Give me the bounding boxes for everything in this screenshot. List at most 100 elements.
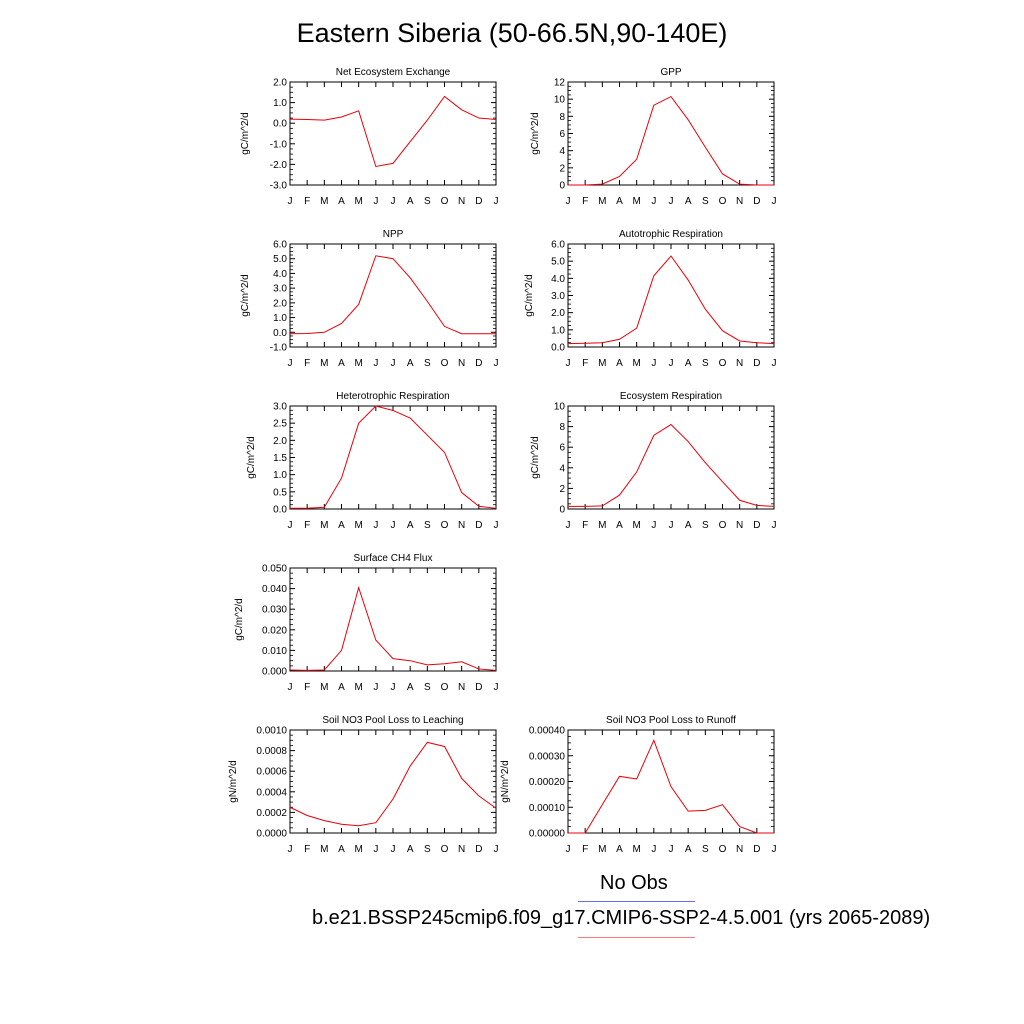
plot-frame xyxy=(289,81,497,186)
x-tick-label: M xyxy=(598,196,606,207)
y-tick-label: 10 xyxy=(554,95,566,106)
chart-panel: Soil NO3 Pool Loss to Leaching gN/m^2/d 0.… xyxy=(228,715,499,855)
chart-panel: Heterotrophic Respiration gC/m^2/d 3.0 2.5 2… xyxy=(246,391,499,531)
x-tick-label: F xyxy=(304,844,310,855)
x-tick-label: M xyxy=(354,520,362,531)
series-line xyxy=(289,255,496,335)
x-tick-label: F xyxy=(304,682,310,693)
x-tick-label: D xyxy=(753,520,760,531)
y-tick-label: 4.0 xyxy=(273,269,287,280)
x-tick-label: O xyxy=(719,358,727,369)
x-tick-label: S xyxy=(702,844,709,855)
x-tick-label: J xyxy=(494,682,499,693)
plot-frame xyxy=(289,567,497,672)
y-tick-label: 1.0 xyxy=(273,98,287,109)
series-line xyxy=(568,423,775,507)
y-tick-label: 0.0010 xyxy=(256,726,287,737)
chart-panel: Surface CH4 Flux gC/m^2/d 0.050 0.040 0.030 0… xyxy=(234,553,499,693)
chart-panel: Autotrophic Respiration gC/m^2/d 6.0 5.0 4.0… xyxy=(524,229,777,369)
y-tick-label: 0.00030 xyxy=(529,751,566,762)
x-tick-label: A xyxy=(616,520,623,531)
x-tick-label: J xyxy=(391,358,396,369)
x-tick-label: M xyxy=(354,358,362,369)
y-tick-label: 4 xyxy=(559,463,565,474)
x-tick-label: F xyxy=(304,520,310,531)
panel-title: NPP xyxy=(383,229,404,240)
x-tick-label: S xyxy=(424,358,431,369)
x-tick-label: A xyxy=(338,196,345,207)
x-tick-label: J xyxy=(373,520,378,531)
x-tick-label: M xyxy=(632,844,640,855)
y-tick-label: 0.040 xyxy=(262,584,287,595)
x-tick-label: M xyxy=(632,358,640,369)
x-tick-label: S xyxy=(424,520,431,531)
y-tick-label: 2 xyxy=(559,163,565,174)
x-tick-label: J xyxy=(772,844,777,855)
x-tick-label: A xyxy=(407,196,414,207)
x-tick-label: D xyxy=(753,196,760,207)
x-tick-label: A xyxy=(616,196,623,207)
plot-frame xyxy=(567,405,775,510)
x-tick-label: M xyxy=(598,844,606,855)
x-tick-label: M xyxy=(598,358,606,369)
x-tick-label: J xyxy=(391,682,396,693)
plot-frame xyxy=(567,81,775,186)
x-tick-label: N xyxy=(736,520,743,531)
x-tick-label: N xyxy=(458,358,465,369)
series-line xyxy=(567,255,775,345)
x-tick-label: J xyxy=(288,358,293,369)
x-tick-label: A xyxy=(616,358,623,369)
series-line xyxy=(289,741,497,827)
x-tick-label: A xyxy=(407,844,414,855)
y-tick-label: 6.0 xyxy=(551,240,565,251)
x-tick-label: M xyxy=(598,520,606,531)
x-tick-label: D xyxy=(753,844,760,855)
plot-frame xyxy=(567,729,775,834)
x-tick-label: O xyxy=(441,520,449,531)
legend-case-line xyxy=(578,937,695,938)
x-tick-label: D xyxy=(475,844,482,855)
x-tick-label: J xyxy=(494,520,499,531)
x-tick-label: J xyxy=(288,682,293,693)
y-tick-label: 5.0 xyxy=(551,257,565,268)
x-tick-label: S xyxy=(702,196,709,207)
x-tick-label: J xyxy=(651,520,656,531)
x-tick-label: J xyxy=(373,358,378,369)
panel-title: Net Ecosystem Exchange xyxy=(336,67,451,78)
plot-frame xyxy=(289,405,497,510)
y-tick-label: 2.0 xyxy=(273,78,287,89)
series-line xyxy=(290,405,497,509)
legend-obs-label: No Obs xyxy=(600,872,668,894)
x-tick-label: O xyxy=(719,844,727,855)
y-tick-label: 1.0 xyxy=(273,470,287,481)
y-tick-label: 0.5 xyxy=(273,487,287,498)
panel-title: Soil NO3 Pool Loss to Runoff xyxy=(606,715,736,726)
y-tick-label: 0.0 xyxy=(273,328,287,339)
x-tick-label: D xyxy=(475,358,482,369)
x-tick-label: J xyxy=(288,196,293,207)
y-axis-label: gC/m^2/d xyxy=(240,112,251,155)
x-tick-label: M xyxy=(320,520,328,531)
x-tick-label: J xyxy=(772,520,777,531)
y-tick-label: 0.00020 xyxy=(529,777,566,788)
x-tick-label: O xyxy=(441,682,449,693)
x-tick-label: A xyxy=(685,196,692,207)
y-tick-label: 2.5 xyxy=(273,419,287,430)
x-tick-label: J xyxy=(494,844,499,855)
y-tick-label: 0.020 xyxy=(262,625,287,636)
x-tick-label: J xyxy=(669,520,674,531)
figure-title: Eastern Siberia (50-66.5N,90-140E) xyxy=(296,18,728,48)
x-tick-label: O xyxy=(719,520,727,531)
x-tick-label: J xyxy=(566,358,571,369)
y-tick-label: -1.0 xyxy=(270,139,288,150)
x-tick-label: J xyxy=(373,844,378,855)
x-tick-label: D xyxy=(475,520,482,531)
y-tick-label: 0.0 xyxy=(551,343,565,354)
x-tick-label: A xyxy=(685,520,692,531)
x-tick-label: N xyxy=(458,520,465,531)
y-tick-label: 0.0 xyxy=(273,119,287,130)
x-tick-label: J xyxy=(651,844,656,855)
x-tick-label: F xyxy=(304,196,310,207)
